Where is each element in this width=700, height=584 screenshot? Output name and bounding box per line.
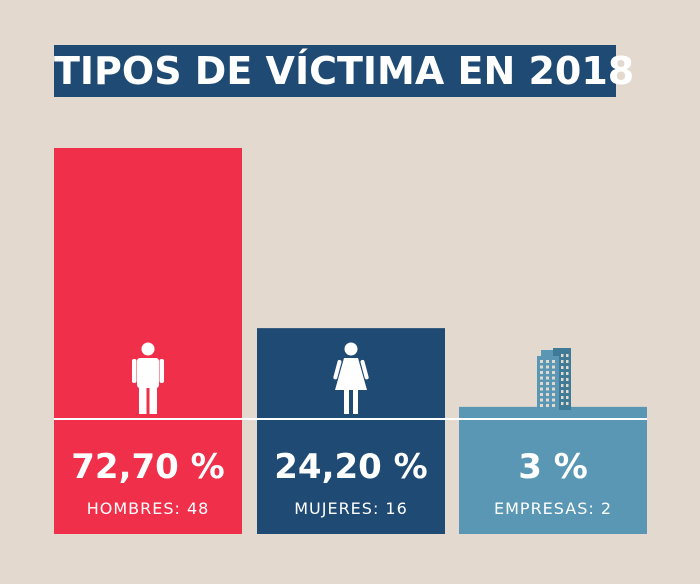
count-label-empresas: EMPRESAS: 2 — [494, 499, 612, 518]
label-panel-mujeres — [257, 420, 445, 534]
value-label-empresas: 3 % — [518, 447, 588, 487]
woman-icon — [333, 342, 369, 414]
bar-empresas — [459, 406, 647, 418]
bar-group-mujeres: 24,20 % MUJERES: 16 — [257, 328, 445, 534]
value-label-mujeres: 24,20 % — [274, 447, 427, 487]
building-icon — [537, 348, 571, 410]
value-label-hombres: 72,70 % — [71, 447, 224, 487]
bar-group-hombres: 72,70 % HOMBRES: 48 — [54, 148, 242, 534]
label-panel-empresas — [459, 420, 647, 534]
label-panel-hombres — [54, 420, 242, 534]
man-icon — [132, 342, 164, 414]
count-label-hombres: HOMBRES: 48 — [87, 499, 210, 518]
chart-title: TIPOS DE VÍCTIMA EN 2018 — [54, 45, 634, 97]
count-label-mujeres: MUJERES: 16 — [294, 499, 408, 518]
bar-group-empresas: 3 % EMPRESAS: 2 — [459, 348, 647, 534]
